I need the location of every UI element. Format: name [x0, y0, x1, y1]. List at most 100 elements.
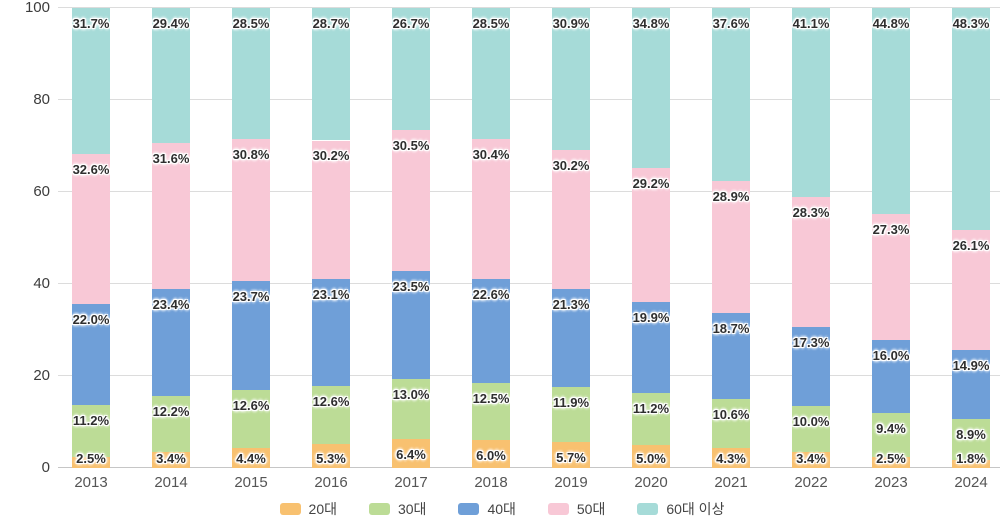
value-label-60대 이상-2022: 41.1%: [792, 15, 830, 31]
legend-item-40대: 40대: [458, 499, 516, 519]
legend-item-30대: 30대: [368, 499, 426, 519]
bar-segment-20대-2020: [632, 445, 670, 468]
value-label-60대 이상-2013: 31.7%: [72, 16, 110, 31]
value-label-50대-2015: 30.8%: [232, 147, 270, 163]
x-tick-label-2021: 2021: [714, 474, 748, 491]
bar-segment-30대-2013: [72, 404, 110, 457]
bar-segment-20대-2014: [152, 452, 190, 468]
value-label-40대-2016: 23.1%: [312, 287, 350, 303]
value-label-50대-2021: 28.9%: [712, 188, 750, 204]
bar-segment-20대-2017: [392, 438, 430, 468]
y-tick-label: 40: [33, 275, 50, 292]
bar-segment-30대-2015: [232, 389, 270, 448]
bar-segment-20대-2019: [552, 441, 590, 468]
gridline-40: [58, 283, 1000, 284]
value-label-30대-2022: 10.0%: [792, 414, 830, 430]
value-label-20대-2014: 3.4%: [156, 451, 186, 466]
value-label-60대 이상-2019: 30.9%: [552, 16, 590, 31]
bar-segment-40대-2016: [312, 279, 350, 386]
bar-segment-60대 이상-2023: [872, 8, 910, 215]
x-tick-label-2018: 2018: [474, 474, 508, 491]
bar-segment-60대 이상-2017: [392, 7, 430, 131]
legend-swatch-30대: [368, 503, 390, 515]
bar-segment-40대-2017: [392, 270, 430, 379]
y-tick-label: 80: [33, 91, 50, 108]
value-label-50대-2023: 27.3%: [872, 222, 910, 238]
value-label-30대-2015: 12.6%: [232, 397, 270, 413]
value-label-40대-2021: 18.7%: [712, 321, 750, 337]
bar-segment-20대-2023: [872, 456, 910, 468]
bar-segment-30대-2023: [872, 413, 910, 457]
legend-item-60대 이상: 60대 이상: [637, 499, 724, 519]
bar-segment-40대-2021: [712, 313, 750, 400]
value-label-30대-2014: 12.2%: [152, 404, 190, 420]
bar-segment-30대-2020: [632, 393, 670, 445]
bar-segment-50대-2014: [152, 143, 190, 289]
value-label-40대-2019: 21.3%: [552, 297, 590, 313]
value-label-60대 이상-2024: 48.3%: [952, 16, 990, 31]
legend-swatch-20대: [279, 503, 301, 515]
legend-swatch-40대: [458, 503, 480, 515]
bar-segment-30대-2017: [392, 378, 430, 439]
bar-segment-50대-2013: [72, 153, 110, 304]
x-tick-label-2020: 2020: [634, 474, 668, 491]
bar-segment-40대-2018: [472, 278, 510, 383]
value-label-30대-2018: 12.5%: [472, 390, 510, 406]
x-tick-label-2016: 2016: [314, 474, 348, 491]
value-label-40대-2015: 23.7%: [232, 288, 270, 304]
bar-segment-60대 이상-2024: [952, 8, 990, 231]
value-label-30대-2021: 10.6%: [712, 407, 750, 423]
bar-segment-50대-2022: [792, 196, 830, 327]
value-label-30대-2013: 11.2%: [72, 412, 110, 428]
bar-segment-40대-2014: [152, 288, 190, 397]
bar-segment-20대-2013: [72, 456, 110, 468]
bar-segment-60대 이상-2020: [632, 7, 670, 168]
plot-area: 2.5% 11.2% 22.0% 32.6% 31.7% 3.4% 12.2% 23.4% 31…: [58, 7, 1000, 468]
bar-segment-60대 이상-2013: [72, 8, 110, 154]
x-tick-label-2023: 2023: [874, 474, 908, 491]
bar-segment-50대-2017: [392, 130, 430, 271]
bar-segment-40대-2022: [792, 326, 830, 407]
bar-segment-40대-2023: [872, 339, 910, 414]
legend-label-60대 이상: 60대 이상: [666, 501, 725, 517]
gridline-20: [58, 375, 1000, 376]
bar-segment-60대 이상-2015: [232, 8, 270, 140]
bar-segment-60대 이상-2021: [712, 7, 750, 181]
value-label-60대 이상-2018: 28.5%: [472, 16, 510, 31]
legend-label-50대: 50대: [576, 501, 606, 517]
bar-segment-50대-2019: [552, 150, 590, 290]
value-label-30대-2019: 11.9%: [552, 395, 590, 411]
bar-segment-20대-2022: [792, 452, 830, 468]
gridline-60: [58, 191, 1000, 192]
gridline-0: [58, 467, 1000, 468]
bar-segment-60대 이상-2022: [792, 7, 830, 197]
value-label-50대-2013: 32.6%: [72, 161, 110, 177]
value-label-40대-2023: 16.0%: [872, 347, 910, 363]
bar-segment-60대 이상-2019: [552, 8, 590, 151]
bar-segment-50대-2016: [312, 140, 350, 280]
value-label-30대-2017: 13.0%: [392, 386, 430, 402]
value-label-30대-2024: 8.9%: [956, 426, 986, 442]
x-tick-label-2024: 2024: [954, 474, 988, 491]
bar-segment-20대-2018: [472, 440, 510, 468]
value-label-30대-2020: 11.2%: [632, 401, 670, 417]
bar-segment-50대-2015: [232, 139, 270, 281]
value-label-50대-2024: 26.1%: [952, 238, 990, 254]
value-label-30대-2016: 12.6%: [312, 393, 350, 409]
bar-segment-40대-2013: [72, 303, 110, 405]
value-label-40대-2014: 23.4%: [152, 296, 190, 312]
value-label-20대-2023: 2.5%: [876, 451, 906, 466]
value-label-40대-2024: 14.9%: [952, 358, 990, 374]
value-label-20대-2020: 5.0%: [636, 451, 666, 466]
bar-segment-20대-2021: [712, 448, 750, 468]
legend-label-20대: 20대: [308, 501, 337, 517]
value-label-60대 이상-2020: 34.8%: [632, 15, 670, 31]
bar-segment-30대-2021: [712, 399, 750, 449]
bar-segment-30대-2022: [792, 406, 830, 453]
value-label-50대-2020: 29.2%: [632, 175, 670, 191]
bar-segment-50대-2023: [872, 214, 910, 340]
legend-swatch-50대: [547, 503, 569, 515]
value-label-60대 이상-2017: 26.7%: [392, 15, 430, 31]
value-label-50대-2017: 30.5%: [392, 138, 430, 154]
legend-label-40대: 40대: [487, 501, 516, 517]
